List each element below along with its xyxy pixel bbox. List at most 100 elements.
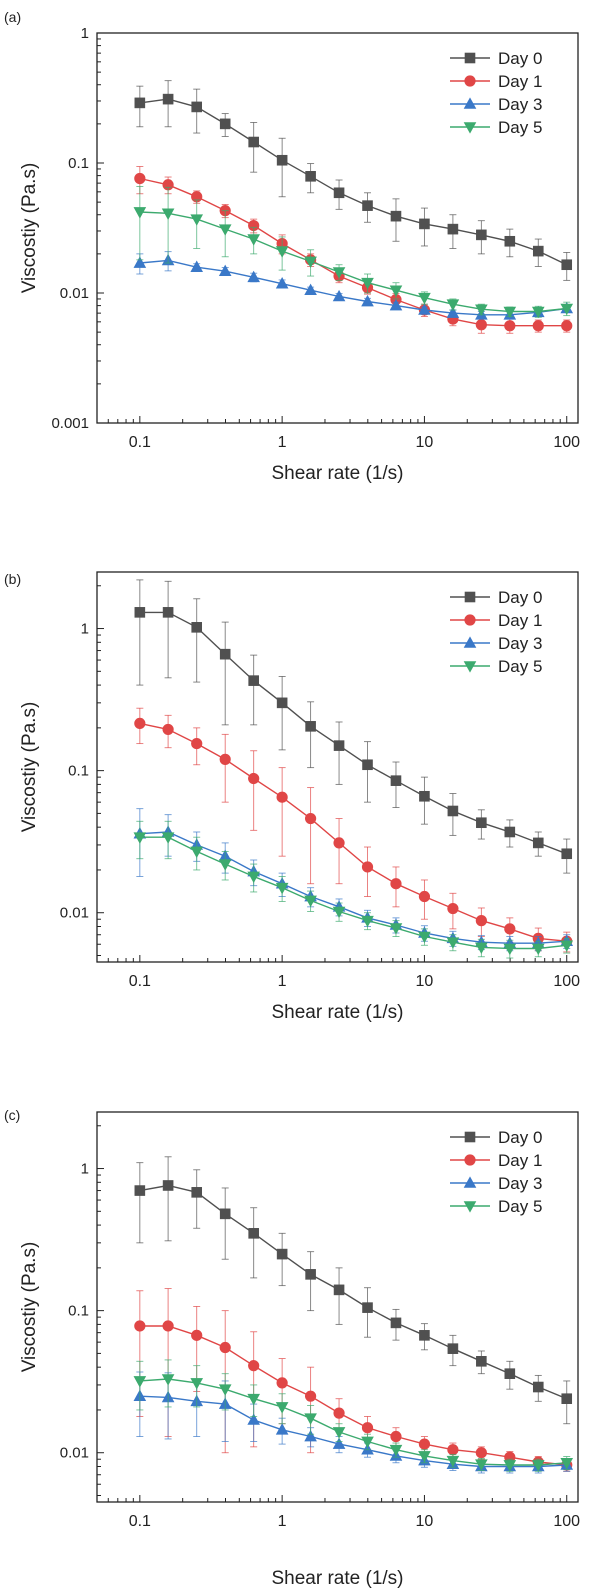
data-point: [362, 759, 373, 771]
x-tick-label: 100: [553, 434, 580, 451]
data-point: [219, 753, 231, 765]
data-point: [276, 154, 288, 166]
x-tick-label: 0.1: [129, 1513, 151, 1530]
data-point: [446, 1455, 460, 1468]
legend-marker: [464, 52, 476, 64]
series-day-5: [133, 820, 574, 959]
data-point: [134, 607, 146, 618]
y-tick-label: 0.1: [68, 155, 89, 172]
x-axis-label: Shear rate (1/s): [272, 1002, 404, 1023]
data-point: [162, 93, 174, 105]
data-point: [304, 1390, 317, 1402]
legend-label: Day 0: [498, 1128, 542, 1147]
data-point: [219, 1208, 231, 1220]
x-tick-label: 100: [553, 1513, 580, 1530]
data-point: [134, 1185, 146, 1196]
y-tick-label: 0.1: [68, 763, 89, 780]
y-tick-label: 0.01: [60, 905, 89, 922]
data-point: [447, 1343, 459, 1354]
data-point: [532, 1381, 544, 1393]
data-point: [133, 832, 147, 844]
series-line: [139, 1378, 567, 1466]
legend-marker: [463, 97, 477, 109]
data-point: [305, 1269, 316, 1280]
x-tick-label: 10: [416, 1513, 434, 1530]
data-point: [504, 235, 516, 247]
data-point: [333, 1284, 345, 1296]
data-point: [191, 101, 203, 113]
data-point: [361, 294, 374, 307]
data-point: [503, 1460, 517, 1472]
series-day-5: [133, 186, 574, 319]
data-point: [532, 837, 544, 849]
data-point: [361, 1436, 374, 1449]
legend-label: Day 1: [498, 611, 542, 630]
data-point: [133, 207, 147, 219]
data-point: [218, 264, 232, 277]
legend-marker: [464, 1131, 476, 1143]
data-point: [504, 923, 516, 935]
data-point: [446, 306, 460, 318]
data-point: [361, 915, 374, 928]
data-point: [390, 775, 402, 786]
x-tick-label: 1: [278, 434, 287, 451]
data-point: [133, 256, 147, 268]
data-point: [419, 218, 430, 230]
data-point: [275, 882, 289, 895]
legend-marker: [463, 1201, 477, 1213]
data-point: [161, 1374, 175, 1386]
series-line: [139, 1184, 567, 1400]
data-point: [419, 1330, 430, 1341]
x-axis-label: Shear rate (1/s): [272, 463, 404, 484]
data-point: [561, 259, 573, 271]
legend-marker: [464, 75, 476, 87]
data-point: [532, 320, 544, 332]
y-tick-label: 0.001: [51, 415, 89, 432]
data-point: [561, 320, 573, 332]
data-point: [304, 895, 317, 908]
data-point: [162, 1320, 174, 1332]
data-point: [476, 1355, 487, 1367]
series-day-5: [133, 1359, 574, 1472]
data-point: [503, 306, 517, 319]
data-point: [333, 837, 345, 849]
data-point: [219, 118, 231, 130]
data-point: [446, 937, 460, 949]
data-point: [532, 245, 544, 257]
data-point: [389, 1444, 403, 1457]
legend-label: Day 5: [498, 657, 542, 676]
data-point: [476, 817, 487, 829]
data-point: [190, 846, 204, 859]
data-point: [447, 223, 459, 235]
data-point: [276, 1377, 288, 1389]
legend-label: Day 5: [498, 1197, 542, 1216]
data-point: [332, 289, 346, 302]
data-point: [362, 200, 373, 211]
data-point: [531, 943, 545, 956]
legend-marker: [464, 591, 476, 603]
data-point: [247, 1413, 260, 1425]
data-point: [305, 171, 316, 182]
y-tick-label: 0.1: [68, 1303, 89, 1320]
x-axis-label: Shear rate (1/s): [272, 1568, 404, 1589]
data-point: [191, 622, 203, 633]
panel-label: (c): [4, 1107, 20, 1123]
series-line: [139, 831, 567, 944]
x-tick-label: 10: [416, 434, 434, 451]
data-point: [247, 871, 260, 884]
legend-marker: [463, 636, 477, 648]
data-point: [560, 1457, 574, 1470]
data-point: [390, 1317, 402, 1329]
data-point: [162, 1180, 174, 1191]
legend-label: Day 3: [498, 634, 542, 653]
series-line: [139, 836, 567, 950]
data-point: [275, 246, 289, 258]
data-point: [332, 267, 346, 279]
data-point: [475, 915, 487, 927]
data-point: [191, 1187, 203, 1198]
data-point: [475, 319, 487, 331]
data-point: [218, 1384, 232, 1396]
data-point: [248, 1228, 259, 1239]
data-point: [560, 940, 574, 952]
series-day-0: [134, 1156, 573, 1425]
